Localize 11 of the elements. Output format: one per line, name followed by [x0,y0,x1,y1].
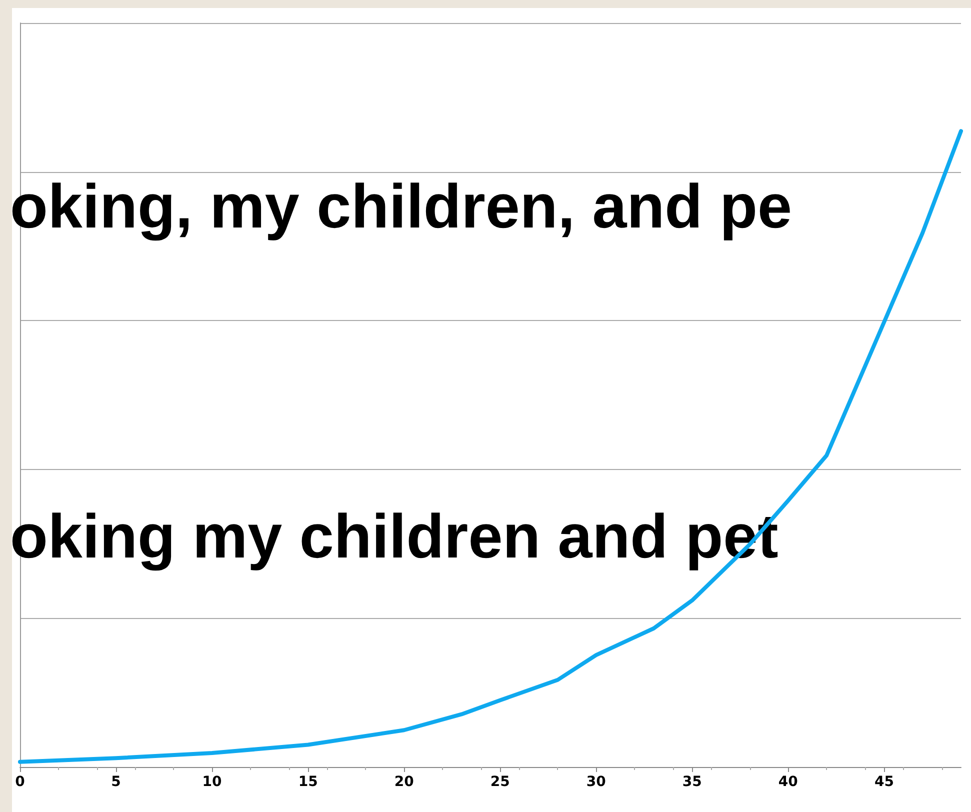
x-tick-label: 20 [394,774,414,790]
x-tick-label: 40 [778,774,798,790]
x-tick-label: 30 [586,774,606,790]
x-tick-label: 15 [298,774,318,790]
x-tick-label: 10 [202,774,222,790]
x-tick-label: 0 [15,774,26,790]
x-tick-label: 45 [874,774,894,790]
x-tick-label: 5 [111,774,121,790]
x-tick-label: 35 [682,774,702,790]
x-tick-label: 25 [490,774,510,790]
annotation: oking, my children, and pe [10,172,792,242]
